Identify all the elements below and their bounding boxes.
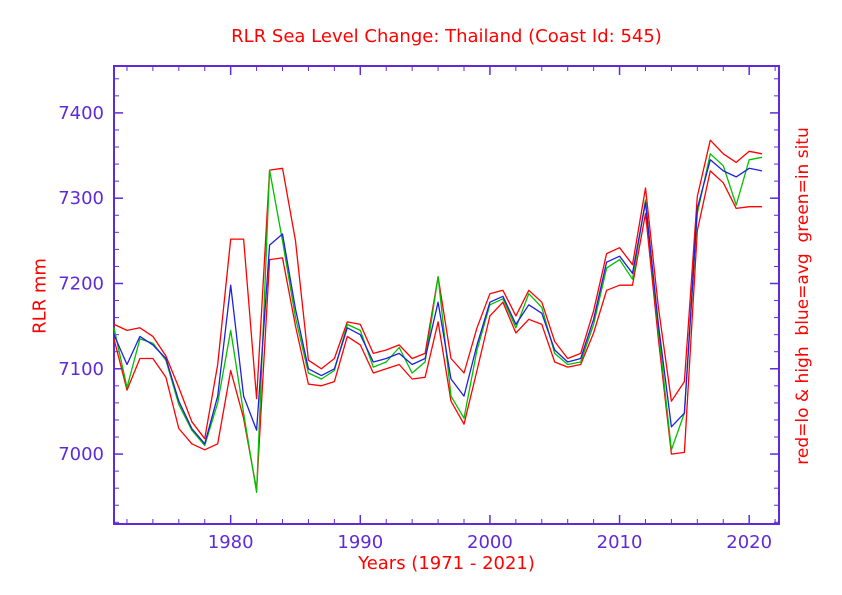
y-tick-label: 7100 — [58, 359, 104, 380]
x-tick-label: 2020 — [726, 532, 772, 553]
series-blue-avg — [113, 159, 763, 445]
x-tick-label: 2000 — [467, 532, 513, 553]
x-axis-label: Years (1971 - 2021) — [358, 553, 535, 574]
plot-frame — [113, 65, 780, 525]
y-tick-label: 7400 — [58, 103, 104, 124]
x-tick-label: 2010 — [597, 532, 643, 553]
x-tick-label: 1990 — [337, 532, 383, 553]
y-tick-label: 7200 — [58, 273, 104, 294]
y-tick-label: 7300 — [58, 188, 104, 209]
y-tick-label: 7000 — [58, 444, 104, 465]
series-red-low — [113, 170, 763, 491]
x-tick-label: 1980 — [208, 532, 254, 553]
chart-title: RLR Sea Level Change: Thailand (Coast Id… — [231, 26, 662, 47]
